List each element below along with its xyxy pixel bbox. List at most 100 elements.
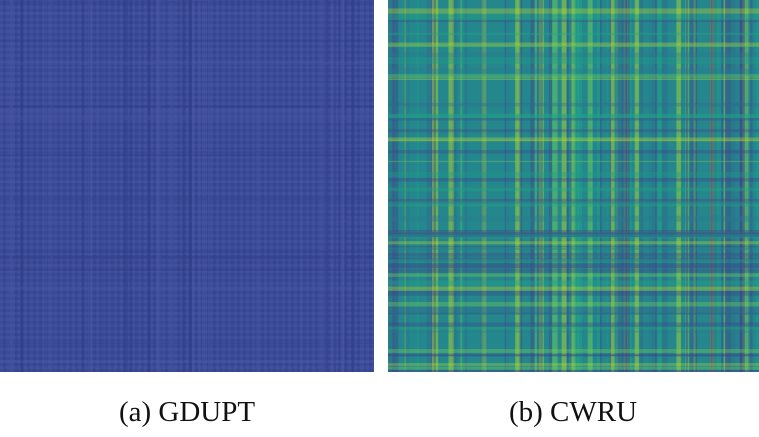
- texture-stripe: [538, 0, 544, 372]
- texture-stripe: [157, 0, 161, 372]
- texture-stripe: [388, 73, 759, 76]
- texture-stripe: [147, 0, 151, 372]
- texture-stripe: [435, 0, 439, 372]
- texture-stripe: [566, 0, 569, 372]
- texture-stripe: [9, 0, 13, 372]
- texture-stripe: [623, 0, 629, 372]
- texture-stripe: [709, 0, 715, 372]
- texture-stripe: [0, 109, 374, 114]
- texture-stripe: [388, 74, 759, 79]
- texture-stripe: [388, 330, 759, 333]
- texture-stripe: [388, 78, 759, 80]
- texture-stripe: [587, 0, 593, 372]
- texture-stripe: [590, 0, 594, 372]
- figure: [0, 0, 759, 372]
- texture-stripe: [610, 0, 615, 372]
- texture-stripe: [182, 0, 186, 372]
- texture-stripe: [721, 0, 723, 372]
- texture-stripe: [515, 0, 521, 372]
- texture-stripe: [388, 241, 759, 245]
- texture-stripe: [388, 58, 759, 64]
- texture-stripe: [334, 0, 336, 372]
- texture-stripe: [324, 0, 329, 372]
- texture-stripe: [561, 0, 567, 372]
- texture-stripe: [388, 172, 759, 178]
- texture-stripe: [748, 0, 753, 372]
- texture-stripe: [716, 0, 722, 372]
- texture-stripe: [326, 0, 328, 372]
- texture-stripe: [388, 198, 759, 204]
- texture-stripe: [0, 182, 374, 184]
- texture-stripe: [388, 137, 759, 141]
- texture-stripe: [481, 0, 484, 372]
- texture-stripe: [337, 0, 341, 372]
- texture-stripe: [0, 220, 374, 222]
- texture-stripe: [388, 280, 759, 286]
- texture-stripe: [689, 0, 694, 372]
- texture-stripe: [351, 0, 355, 372]
- heatmap-background: [0, 0, 374, 372]
- heatmap-cwru: [388, 0, 759, 372]
- texture-stripe: [685, 0, 688, 372]
- texture-stripe: [573, 0, 579, 372]
- texture-stripe: [188, 0, 192, 372]
- texture-stripe: [713, 0, 716, 372]
- texture-stripe: [388, 45, 759, 48]
- texture-stripe: [460, 0, 462, 372]
- texture-stripe: [388, 150, 759, 154]
- texture-stripe: [416, 0, 419, 372]
- texture-stripe: [695, 0, 697, 372]
- texture-stripe: [388, 8, 759, 14]
- texture-stripe: [170, 0, 174, 372]
- texture-stripe: [0, 12, 374, 14]
- texture-stripe: [0, 360, 374, 364]
- texture-stripe: [0, 286, 374, 290]
- caption: (b) CWRU: [508, 396, 638, 428]
- texture-stripe: [541, 0, 543, 372]
- texture-stripe: [626, 0, 630, 372]
- texture-stripe: [388, 215, 759, 222]
- texture-stripe: [388, 14, 759, 21]
- texture-stripe: [621, 0, 627, 372]
- texture-stripe: [0, 61, 374, 65]
- texture-stripe: [340, 0, 345, 372]
- caption: (a) GDUPT: [118, 396, 256, 428]
- texture-stripe: [343, 0, 347, 372]
- texture-stripe: [685, 0, 690, 372]
- texture-stripe: [657, 0, 662, 372]
- texture-stripe: [388, 252, 759, 257]
- texture-stripe: [736, 0, 740, 372]
- texture-stripe: [724, 0, 731, 372]
- texture-stripe: [606, 0, 609, 372]
- texture-stripe: [0, 105, 374, 108]
- texture-stripe: [388, 57, 759, 59]
- texture-stripe: [595, 0, 598, 372]
- texture-stripe: [448, 0, 454, 372]
- texture-stripe: [0, 0, 374, 4]
- texture-stripe: [362, 0, 364, 372]
- texture-stripe: [102, 0, 104, 372]
- texture-stripe: [388, 178, 759, 182]
- texture-stripe: [0, 40, 374, 42]
- texture-stripe: [388, 262, 759, 269]
- texture-stripe: [452, 0, 457, 372]
- texture-stripe: [756, 0, 759, 372]
- texture-stripe: [388, 353, 759, 357]
- texture-stripe: [639, 0, 644, 372]
- texture-stripe: [388, 269, 759, 273]
- texture-stripe: [45, 0, 48, 372]
- texture-stripe: [464, 0, 468, 372]
- texture-stripe: [615, 0, 618, 372]
- texture-stripe: [207, 0, 210, 372]
- texture-stripe: [480, 0, 486, 372]
- texture-stripe: [388, 370, 759, 372]
- texture-stripe: [388, 129, 759, 133]
- texture-stripe: [431, 0, 436, 372]
- texture-stripe: [749, 0, 753, 372]
- texture-stripe: [388, 312, 759, 315]
- texture-stripe: [505, 0, 510, 372]
- texture-stripe: [535, 0, 537, 372]
- texture-stripe: [388, 118, 759, 121]
- texture-stripe: [599, 0, 602, 372]
